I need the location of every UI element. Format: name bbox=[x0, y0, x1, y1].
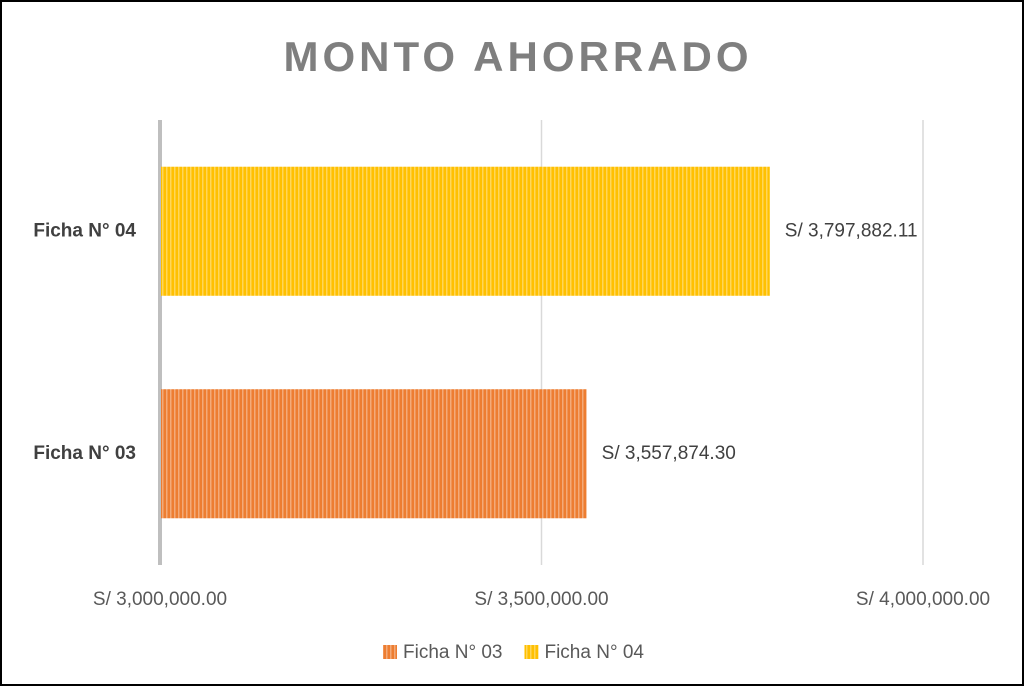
x-tick-label: S/ 4,000,000.00 bbox=[856, 589, 990, 610]
x-tick-label: S/ 3,000,000.00 bbox=[93, 589, 227, 610]
legend-label: Ficha N° 04 bbox=[544, 642, 644, 663]
chart-title: MONTO AHORRADO bbox=[284, 33, 753, 80]
x-tick-label: S/ 3,500,000.00 bbox=[474, 589, 608, 610]
bar bbox=[161, 166, 770, 296]
bar bbox=[161, 389, 587, 519]
legend-label: Ficha N° 03 bbox=[403, 642, 502, 663]
y-tick-label: Ficha N° 04 bbox=[33, 220, 136, 241]
data-label: S/ 3,557,874.30 bbox=[602, 443, 736, 464]
legend-swatch bbox=[383, 645, 397, 659]
legend-swatch bbox=[524, 645, 539, 659]
y-tick-label: Ficha N° 03 bbox=[33, 443, 136, 464]
data-label: S/ 3,797,882.11 bbox=[785, 220, 918, 241]
